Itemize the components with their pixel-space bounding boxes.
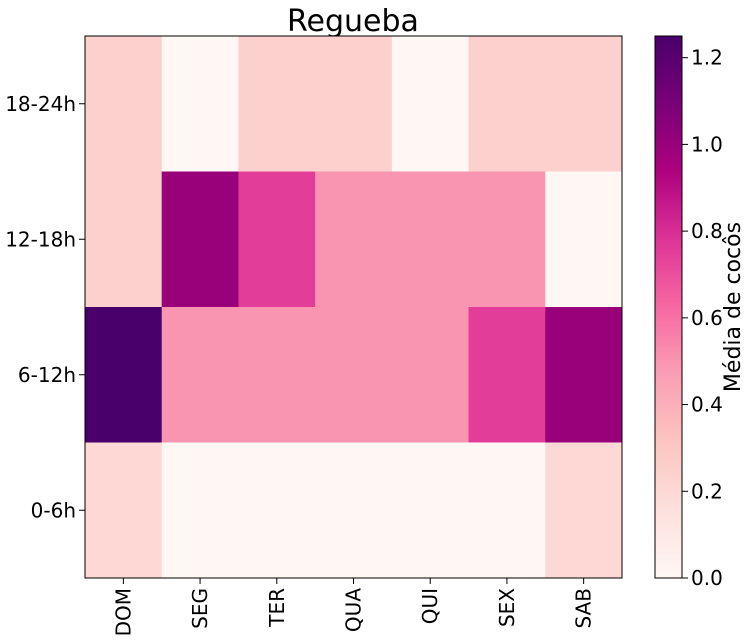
heatmap-cell-12-18h-SEX — [468, 171, 546, 308]
heatmap-cell-12-18h-QUA — [315, 171, 393, 308]
y-tick-label: 0-6h — [31, 498, 76, 522]
heatmap-cell-18-24h-TER — [238, 36, 316, 172]
colorbar — [654, 35, 683, 579]
heatmap-cell-6-12h-SEG — [161, 307, 239, 443]
y-tick-label: 12-18h — [5, 227, 76, 251]
y-tick-label: 6-12h — [18, 363, 76, 387]
heatmap-cell-18-24h-SEG — [161, 36, 239, 172]
x-tick-label: TER — [265, 588, 289, 628]
heatmap-cell-6-12h-SAB — [545, 307, 623, 443]
heatmap-cell-12-18h-QUI — [391, 171, 470, 308]
colorbar-tick-label: 0.8 — [691, 219, 723, 243]
heatmap-cell-6-12h-QUI — [391, 307, 470, 443]
x-tick-label: SAB — [572, 588, 596, 628]
x-tick-label: DOM — [111, 588, 135, 636]
colorbar-ticks: 0.0 0.2 0.4 0.6 0.8 1.0 1.2 — [682, 46, 723, 590]
x-tick-label: QUA — [342, 588, 366, 632]
heatmap-cell-0-6h-SAB — [545, 442, 623, 579]
colorbar-tick-label: 0.2 — [691, 479, 723, 503]
colorbar-label: Média de cocôs — [721, 222, 746, 392]
colorbar-tick-label: 0.6 — [691, 306, 723, 330]
heatmap-cell-18-24h-SEX — [468, 36, 546, 172]
heatmap-cells — [85, 36, 623, 579]
heatmap-cell-18-24h-SAB — [545, 36, 623, 172]
heatmap-cell-6-12h-QUA — [315, 307, 393, 443]
heatmap-cell-0-6h-DOM — [85, 442, 163, 579]
colorbar-tick-label: 0.4 — [691, 393, 723, 417]
chart-title: Regueba — [287, 4, 419, 39]
colorbar-tick-label: 1.0 — [691, 132, 723, 156]
heatmap-cell-6-12h-DOM — [85, 307, 163, 443]
x-tick-label: SEG — [188, 588, 212, 629]
heatmap-cell-0-6h-QUA — [315, 442, 393, 579]
heatmap-cell-0-6h-QUI — [391, 442, 470, 579]
heatmap-cell-12-18h-DOM — [85, 171, 163, 308]
heatmap-cell-6-12h-SEX — [468, 307, 546, 443]
x-tick-label: QUI — [418, 588, 442, 624]
heatmap-cell-6-12h-TER — [238, 307, 316, 443]
heatmap-cell-18-24h-QUI — [391, 36, 470, 172]
heatmap-cell-0-6h-SEG — [161, 442, 239, 579]
colorbar-tick-label: 1.2 — [691, 46, 723, 70]
x-axis: DOM SEG TER QUA QUI SEX SAB — [111, 578, 596, 636]
y-tick-label: 18-24h — [5, 92, 76, 116]
heatmap-cell-12-18h-SEG — [161, 171, 239, 308]
heatmap-cell-0-6h-TER — [238, 442, 316, 579]
y-axis: 18-24h 12-18h 6-12h 0-6h — [5, 92, 85, 522]
heatmap-cell-0-6h-SEX — [468, 442, 546, 579]
heatmap-cell-12-18h-TER — [238, 171, 316, 308]
colorbar-tick-label: 0.0 — [691, 566, 723, 590]
x-tick-label: SEX — [495, 588, 519, 627]
heatmap-cell-18-24h-QUA — [315, 36, 393, 172]
heatmap-cell-18-24h-DOM — [85, 36, 163, 172]
heatmap-cell-12-18h-SAB — [545, 171, 623, 308]
